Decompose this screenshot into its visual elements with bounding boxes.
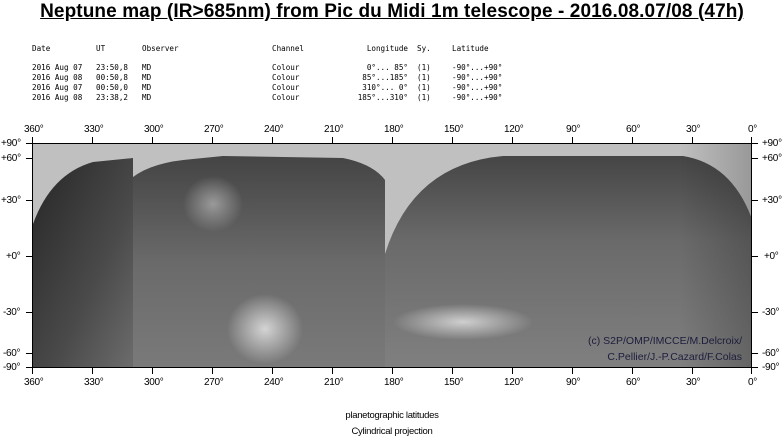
lon-label-top: 360° [24, 124, 44, 135]
lon-label-top: 210° [324, 124, 344, 135]
lon-label-bottom: 360° [24, 377, 44, 388]
row-channel: Colour [272, 73, 300, 82]
observation-table: Date UT Observer Channel Longitude Sy. L… [32, 44, 502, 103]
observation-table-header: Date UT Observer Channel Longitude Sy. L… [32, 44, 489, 54]
lon-label-bottom: 240° [264, 377, 284, 388]
lat-label-left: +30° [1, 195, 21, 206]
lat-label-left: -90° [3, 362, 21, 373]
lon-label-top: 270° [204, 124, 224, 135]
lon-label-bottom: 90° [566, 377, 581, 388]
lat-label-right: -90° [762, 362, 780, 373]
lon-label-top: 120° [504, 124, 524, 135]
copyright-notice: (c) S2P/OMP/IMCCE/M.Delcroix/ C.Pellier/… [560, 333, 742, 365]
row-channel: Colour [272, 93, 300, 102]
latitude-note: planetographic latitudes [345, 410, 439, 421]
table-row: 2016 Aug 08 00:50,8 MD Colour 85°...185°… [32, 73, 502, 83]
table-row: 2016 Aug 08 23:38,2 MD Colour 185°...310… [32, 93, 502, 103]
lon-label-top: 90° [566, 124, 581, 135]
row-longitude: 0°... 85° [366, 63, 408, 72]
row-latitude: -90°...+90° [452, 73, 503, 82]
header-observer: Observer [142, 44, 179, 53]
lat-label-right: +30° [762, 195, 782, 206]
projection-note: Cylindrical projection [351, 426, 433, 437]
lon-label-top: 0° [748, 124, 757, 135]
lat-label-left: +0° [6, 251, 21, 262]
table-row: 2016 Aug 07 23:50,8 MD Colour 0°... 85° … [32, 63, 502, 73]
row-ut: 23:50,8 [96, 63, 129, 72]
row-observer: MD [142, 63, 152, 72]
lon-label-bottom: 0° [748, 377, 757, 388]
lon-label-bottom: 30° [686, 377, 701, 388]
header-date: Date [32, 44, 51, 53]
neptune-map [32, 143, 752, 368]
header-ut: UT [96, 44, 106, 53]
lon-label-top: 330° [84, 124, 104, 135]
header-latitude: Latitude [452, 44, 489, 53]
map-image [33, 144, 751, 367]
row-date: 2016 Aug 08 [32, 73, 83, 82]
lat-label-left: -60° [3, 348, 21, 359]
lon-label-bottom: 300° [144, 377, 164, 388]
row-date: 2016 Aug 08 [32, 93, 83, 102]
row-latitude: -90°...+90° [452, 63, 503, 72]
row-channel: Colour [272, 83, 300, 92]
lon-label-bottom: 60° [626, 377, 641, 388]
copyright-line-2: C.Pellier/J.-P.Cazard/F.Colas [607, 351, 742, 363]
row-sy: (1) [417, 93, 431, 102]
row-ut: 23:38,2 [96, 93, 129, 102]
lat-label-right: +0° [764, 251, 779, 262]
header-channel: Channel [272, 44, 305, 53]
row-ut: 00:50,0 [96, 83, 129, 92]
lat-label-right: -30° [762, 307, 780, 318]
row-observer: MD [142, 73, 152, 82]
lon-label-top: 150° [444, 124, 464, 135]
lon-label-top: 60° [626, 124, 641, 135]
lon-label-top: 30° [686, 124, 701, 135]
row-observer: MD [142, 83, 152, 92]
table-row: 2016 Aug 07 00:50,0 MD Colour 310°... 0°… [32, 83, 502, 93]
lat-label-right: -60° [762, 348, 780, 359]
lat-label-left: +60° [1, 153, 21, 164]
row-observer: MD [142, 93, 152, 102]
row-longitude: 310°... 0° [362, 83, 408, 92]
row-ut: 00:50,8 [96, 73, 129, 82]
lat-label-left: -30° [3, 307, 21, 318]
lon-label-top: 180° [384, 124, 404, 135]
lon-label-bottom: 210° [324, 377, 344, 388]
header-longitude: Longitude [366, 44, 408, 53]
lon-label-bottom: 270° [204, 377, 224, 388]
header-sy: Sy. [417, 44, 431, 53]
lon-label-bottom: 150° [444, 377, 464, 388]
row-sy: (1) [417, 63, 431, 72]
row-sy: (1) [417, 73, 431, 82]
row-latitude: -90°...+90° [452, 83, 503, 92]
row-date: 2016 Aug 07 [32, 83, 83, 92]
row-sy: (1) [417, 83, 431, 92]
lat-label-right: +60° [762, 153, 782, 164]
lon-label-bottom: 180° [384, 377, 404, 388]
row-latitude: -90°...+90° [452, 93, 503, 102]
lat-label-left: +90° [1, 138, 21, 149]
lon-label-top: 300° [144, 124, 164, 135]
lat-label-right: +90° [762, 138, 782, 149]
map-title: Neptune map (IR>685nm) from Pic du Midi … [40, 1, 744, 22]
row-date: 2016 Aug 07 [32, 63, 83, 72]
lon-label-bottom: 330° [84, 377, 104, 388]
lon-label-bottom: 120° [504, 377, 524, 388]
row-longitude: 185°...310° [357, 93, 408, 102]
copyright-line-1: (c) S2P/OMP/IMCCE/M.Delcroix/ [587, 335, 742, 347]
row-channel: Colour [272, 63, 300, 72]
row-longitude: 85°...185° [362, 73, 408, 82]
lon-label-top: 240° [264, 124, 284, 135]
